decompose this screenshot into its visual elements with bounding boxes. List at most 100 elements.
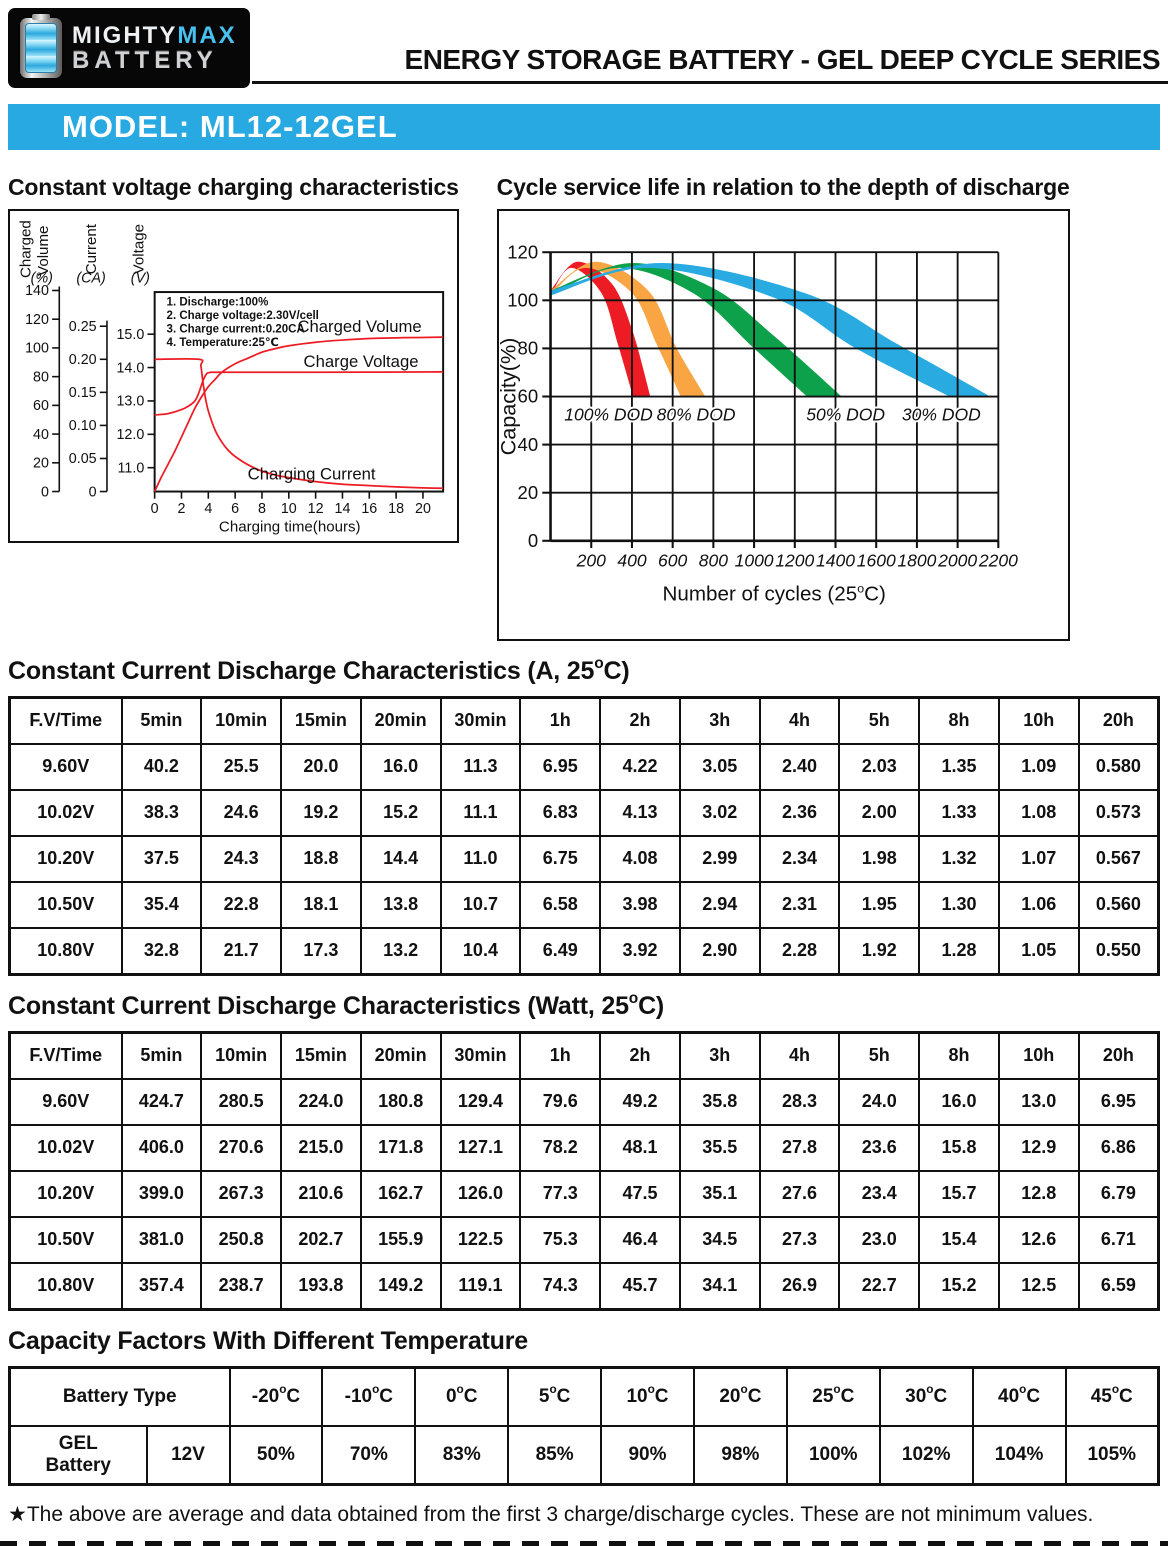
value-cell: 23.6 bbox=[838, 1123, 921, 1172]
charging-chart-block: Constant voltage charging characteristic… bbox=[8, 174, 459, 641]
svg-text:4. Temperature:25℃: 4. Temperature:25℃ bbox=[167, 337, 279, 349]
time-header: 10min bbox=[200, 696, 283, 745]
charging-characteristics-chart: 02040608010012014000.050.100.150.200.251… bbox=[18, 220, 445, 535]
svg-text:20: 20 bbox=[415, 501, 431, 517]
amps-table-title: Constant Current Discharge Characteristi… bbox=[8, 654, 630, 685]
value-cell: 2.28 bbox=[758, 926, 841, 976]
svg-text:140: 140 bbox=[25, 283, 49, 299]
temperature-header: 45oC bbox=[1064, 1366, 1160, 1427]
temperature-header: 25oC bbox=[785, 1366, 881, 1427]
value-cell: 162.7 bbox=[359, 1169, 442, 1218]
time-header: 30min bbox=[439, 1031, 522, 1080]
time-header: 3h bbox=[678, 1031, 761, 1080]
value-cell: 77.3 bbox=[519, 1169, 602, 1218]
value-cell: 32.8 bbox=[120, 926, 203, 976]
svg-text:0.15: 0.15 bbox=[69, 385, 97, 401]
value-cell: 267.3 bbox=[200, 1169, 283, 1218]
final-voltage-cell: 9.60V bbox=[8, 742, 123, 791]
svg-text:40: 40 bbox=[517, 434, 538, 455]
svg-text:400: 400 bbox=[617, 551, 646, 571]
header-row: F.V/Time 5min 10min 15min 20min 30min 1h 2h 3h 4h… bbox=[8, 1031, 1160, 1080]
temperature-header: 10oC bbox=[600, 1366, 695, 1427]
value-cell: 24.6 bbox=[200, 788, 283, 837]
charging-chart-frame: 0 20 40 60 80 100 120 140 0 0.05 0.10 0.15 0.20 0.25 1… bbox=[8, 209, 459, 543]
value-cell: 75.3 bbox=[519, 1215, 602, 1264]
value-cell: 1.33 bbox=[918, 788, 1000, 837]
value-cell: 155.9 bbox=[359, 1215, 442, 1264]
svg-text:100: 100 bbox=[25, 341, 49, 357]
value-cell: 202.7 bbox=[280, 1215, 362, 1264]
svg-text:2200: 2200 bbox=[978, 551, 1018, 571]
page-header: MIGHTYMAX BATTERY ENERGY STORAGE BATTERY… bbox=[0, 0, 1168, 92]
value-cell: 1.06 bbox=[997, 880, 1080, 929]
table-row: 9.60V 40.2 25.5 20.0 16.0 11.3 6.95 4.22 3.05 2.4… bbox=[8, 742, 1160, 791]
cycle-life-chart-frame: 0 20 40 60 80 100 120 200 400 600 800 1000 1200 1400 1… bbox=[496, 209, 1070, 641]
value-cell: 2.34 bbox=[758, 834, 841, 883]
svg-text:50% DOD: 50% DOD bbox=[806, 405, 885, 425]
value-cell: 20.0 bbox=[280, 742, 362, 791]
value-cell: 6.59 bbox=[1077, 1261, 1160, 1311]
svg-text:1400: 1400 bbox=[816, 551, 855, 571]
value-cell: 10.7 bbox=[439, 880, 522, 929]
svg-text:18: 18 bbox=[388, 501, 404, 517]
charts-row: Constant voltage charging characteristic… bbox=[8, 174, 1160, 641]
fv-time-header: F.V/Time bbox=[8, 1031, 123, 1080]
svg-text:0.20: 0.20 bbox=[69, 352, 97, 368]
time-header: 5min bbox=[120, 1031, 203, 1080]
value-cell: 25.5 bbox=[200, 742, 283, 791]
logo-text: MIGHTYMAX BATTERY bbox=[72, 23, 237, 73]
value-cell: 4.08 bbox=[599, 834, 681, 883]
value-cell: 6.75 bbox=[519, 834, 602, 883]
value-cell: 78.2 bbox=[519, 1123, 602, 1172]
value-cell: 79.6 bbox=[519, 1077, 602, 1126]
svg-text:14: 14 bbox=[335, 501, 351, 517]
value-cell: 122.5 bbox=[439, 1215, 522, 1264]
chart-title-charging: Constant voltage charging characteristic… bbox=[8, 174, 459, 200]
value-cell: 238.7 bbox=[200, 1261, 283, 1311]
svg-text:20: 20 bbox=[33, 456, 49, 472]
svg-text:200: 200 bbox=[575, 551, 605, 571]
svg-text:80% DOD: 80% DOD bbox=[656, 405, 735, 425]
temperature-header: 20oC bbox=[692, 1366, 788, 1427]
value-cell: 13.8 bbox=[359, 880, 442, 929]
svg-text:15.0: 15.0 bbox=[116, 327, 144, 343]
svg-text:14.0: 14.0 bbox=[116, 360, 144, 376]
svg-text:Charged Volume: Charged Volume bbox=[297, 317, 421, 336]
logo-mighty: MIGHTY bbox=[72, 21, 178, 49]
capacity-factor-cell: 50% bbox=[228, 1424, 324, 1486]
svg-text:1. Discharge:100%: 1. Discharge:100% bbox=[167, 297, 269, 309]
value-cell: 4.22 bbox=[599, 742, 681, 791]
value-cell: 24.0 bbox=[838, 1077, 921, 1126]
value-cell: 49.2 bbox=[599, 1077, 681, 1126]
svg-text:600: 600 bbox=[658, 551, 687, 571]
svg-text:(%): (%) bbox=[31, 271, 53, 287]
svg-text:16: 16 bbox=[361, 501, 377, 517]
temperature-header: 40oC bbox=[971, 1366, 1067, 1427]
value-cell: 1.07 bbox=[997, 834, 1080, 883]
voltage-cell: 12V bbox=[145, 1424, 231, 1486]
capacity-factor-cell: 83% bbox=[414, 1424, 510, 1486]
final-voltage-cell: 10.80V bbox=[8, 926, 123, 976]
table-row: 10.50V 35.4 22.8 18.1 13.8 10.7 6.58 3.98 2.94 2.… bbox=[8, 880, 1160, 929]
value-cell: 2.31 bbox=[758, 880, 841, 929]
svg-text:(V): (V) bbox=[131, 271, 150, 287]
value-cell: 127.1 bbox=[439, 1123, 522, 1172]
value-cell: 1.95 bbox=[838, 880, 921, 929]
value-cell: 15.4 bbox=[918, 1215, 1000, 1264]
value-cell: 2.40 bbox=[758, 742, 841, 791]
svg-text:11.0: 11.0 bbox=[118, 460, 145, 476]
value-cell: 1.09 bbox=[997, 742, 1080, 791]
value-cell: 0.567 bbox=[1077, 834, 1160, 883]
model-banner: MODEL: ML12-12GEL bbox=[8, 104, 1160, 150]
time-header: 2h bbox=[599, 696, 681, 745]
svg-text:8: 8 bbox=[258, 501, 266, 517]
svg-text:0: 0 bbox=[527, 530, 537, 551]
time-header: 15min bbox=[280, 1031, 362, 1080]
capacity-factor-cell: 104% bbox=[971, 1424, 1067, 1486]
time-header: 3h bbox=[678, 696, 761, 745]
value-cell: 15.2 bbox=[359, 788, 442, 837]
temperature-header: 30oC bbox=[878, 1366, 974, 1427]
svg-text:0.10: 0.10 bbox=[69, 418, 97, 434]
value-cell: 2.99 bbox=[678, 834, 761, 883]
svg-text:60: 60 bbox=[33, 398, 49, 414]
